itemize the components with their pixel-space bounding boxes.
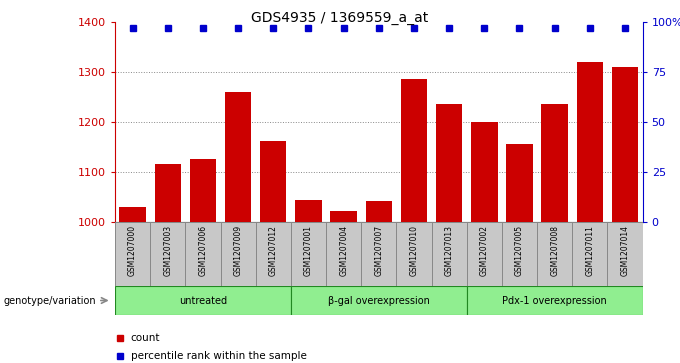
Text: GSM1207001: GSM1207001 xyxy=(304,225,313,276)
Bar xyxy=(541,105,568,222)
Text: GSM1207000: GSM1207000 xyxy=(128,225,137,276)
Bar xyxy=(330,211,357,222)
Bar xyxy=(466,286,643,315)
Text: Pdx-1 overexpression: Pdx-1 overexpression xyxy=(503,295,607,306)
Text: GSM1207003: GSM1207003 xyxy=(163,225,172,276)
Text: GSM1207004: GSM1207004 xyxy=(339,225,348,276)
Bar xyxy=(154,163,181,222)
Bar xyxy=(502,222,537,286)
Text: GSM1207007: GSM1207007 xyxy=(374,225,384,276)
Text: GSM1207010: GSM1207010 xyxy=(409,225,418,276)
Bar xyxy=(120,207,146,222)
Bar xyxy=(186,222,220,286)
Bar xyxy=(401,79,427,222)
Bar xyxy=(190,159,216,222)
Text: GSM1207002: GSM1207002 xyxy=(480,225,489,276)
Bar xyxy=(466,222,502,286)
Text: untreated: untreated xyxy=(179,295,227,306)
Bar xyxy=(432,222,466,286)
Bar xyxy=(326,222,361,286)
Bar xyxy=(256,222,291,286)
Text: GSM1207008: GSM1207008 xyxy=(550,225,559,276)
Bar xyxy=(220,222,256,286)
Text: count: count xyxy=(131,333,160,343)
Text: genotype/variation: genotype/variation xyxy=(3,295,96,306)
Bar xyxy=(150,222,186,286)
Bar xyxy=(537,222,573,286)
Bar xyxy=(295,200,322,222)
Bar xyxy=(607,222,643,286)
Text: GDS4935 / 1369559_a_at: GDS4935 / 1369559_a_at xyxy=(252,11,428,25)
Bar xyxy=(291,286,466,315)
Text: GSM1207006: GSM1207006 xyxy=(199,225,207,276)
Text: GSM1207005: GSM1207005 xyxy=(515,225,524,276)
Text: percentile rank within the sample: percentile rank within the sample xyxy=(131,351,307,362)
Bar xyxy=(507,143,532,222)
Bar xyxy=(612,67,639,222)
Text: GSM1207011: GSM1207011 xyxy=(585,225,594,276)
Text: GSM1207009: GSM1207009 xyxy=(234,225,243,276)
Bar xyxy=(471,122,498,222)
Bar xyxy=(260,140,286,222)
Bar xyxy=(115,286,291,315)
Bar xyxy=(361,222,396,286)
Bar xyxy=(436,105,462,222)
Bar xyxy=(225,92,252,222)
Text: β-gal overexpression: β-gal overexpression xyxy=(328,295,430,306)
Bar xyxy=(577,62,603,222)
Bar xyxy=(366,200,392,222)
Bar xyxy=(573,222,607,286)
Bar xyxy=(396,222,432,286)
Bar xyxy=(115,222,150,286)
Text: GSM1207014: GSM1207014 xyxy=(621,225,630,276)
Text: GSM1207013: GSM1207013 xyxy=(445,225,454,276)
Bar xyxy=(291,222,326,286)
Text: GSM1207012: GSM1207012 xyxy=(269,225,278,276)
